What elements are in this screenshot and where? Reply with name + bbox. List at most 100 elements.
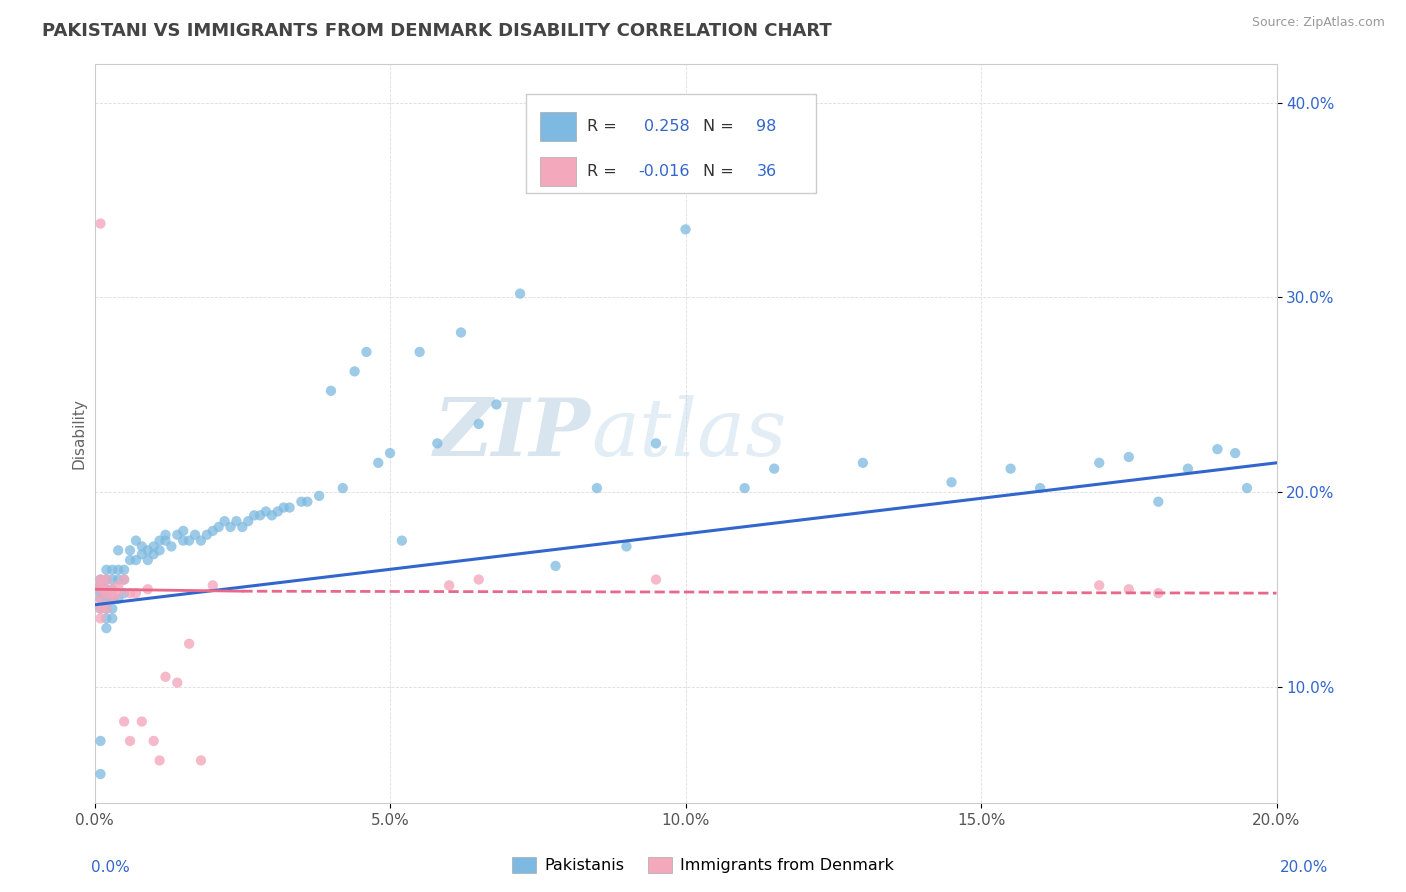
Point: [131, 547, 153, 561]
Point: [297, 494, 319, 508]
Point: [89, 573, 111, 587]
Point: [179, 637, 201, 651]
Point: [172, 524, 194, 538]
Point: [96, 573, 118, 587]
Point: [586, 481, 609, 495]
Point: [118, 543, 141, 558]
Point: [89, 734, 111, 748]
Point: [201, 578, 224, 592]
Point: [332, 481, 354, 495]
Point: [125, 586, 148, 600]
Point: [89, 217, 111, 231]
Point: [1147, 586, 1170, 600]
Point: [645, 436, 668, 450]
Point: [1118, 450, 1140, 464]
Text: atlas: atlas: [591, 395, 786, 473]
Point: [96, 591, 118, 606]
Point: [101, 563, 124, 577]
Text: N =: N =: [703, 119, 734, 134]
Point: [391, 533, 413, 548]
Point: [136, 543, 159, 558]
Point: [89, 578, 111, 592]
Point: [941, 475, 963, 490]
Point: [96, 582, 118, 597]
Point: [89, 582, 111, 597]
Point: [89, 591, 111, 606]
Point: [112, 563, 135, 577]
Point: [155, 528, 177, 542]
Point: [149, 753, 172, 767]
Point: [184, 528, 207, 542]
Point: [278, 500, 301, 515]
Point: [254, 504, 277, 518]
Point: [101, 591, 124, 606]
Point: [437, 578, 460, 592]
Point: [319, 384, 342, 398]
Point: [155, 533, 177, 548]
Point: [142, 734, 165, 748]
Point: [136, 553, 159, 567]
Text: ZIP: ZIP: [434, 395, 591, 473]
Point: [107, 586, 129, 600]
Point: [89, 578, 111, 592]
Point: [485, 397, 508, 411]
Point: [112, 586, 135, 600]
Point: [1223, 446, 1246, 460]
Point: [136, 582, 159, 597]
FancyBboxPatch shape: [540, 157, 575, 186]
Point: [101, 582, 124, 597]
Text: 98: 98: [756, 119, 778, 134]
Point: [1118, 582, 1140, 597]
Point: [155, 670, 177, 684]
Point: [190, 753, 212, 767]
Point: [101, 573, 124, 587]
Point: [101, 586, 124, 600]
Point: [367, 456, 389, 470]
Point: [125, 533, 148, 548]
Text: 36: 36: [756, 164, 776, 179]
Point: [408, 345, 430, 359]
Point: [509, 286, 531, 301]
Point: [267, 504, 290, 518]
Point: [238, 514, 260, 528]
Text: PAKISTANI VS IMMIGRANTS FROM DENMARK DISABILITY CORRELATION CHART: PAKISTANI VS IMMIGRANTS FROM DENMARK DIS…: [42, 22, 832, 40]
Point: [616, 540, 638, 554]
Point: [219, 520, 242, 534]
Point: [208, 520, 231, 534]
Point: [1177, 461, 1199, 475]
Point: [149, 533, 172, 548]
Point: [96, 563, 118, 577]
Point: [645, 573, 668, 587]
Point: [112, 573, 135, 587]
Point: [89, 582, 111, 597]
Point: [763, 461, 786, 475]
Point: [89, 586, 111, 600]
Point: [112, 714, 135, 729]
Point: [101, 591, 124, 606]
Point: [1000, 461, 1022, 475]
Point: [101, 582, 124, 597]
Text: N =: N =: [703, 164, 734, 179]
Point: [179, 533, 201, 548]
Point: [1236, 481, 1258, 495]
Point: [225, 514, 247, 528]
Legend: Pakistanis, Immigrants from Denmark: Pakistanis, Immigrants from Denmark: [506, 850, 900, 880]
Point: [96, 582, 118, 597]
Point: [89, 611, 111, 625]
Point: [231, 520, 253, 534]
Point: [467, 417, 489, 431]
Point: [107, 578, 129, 592]
Point: [118, 553, 141, 567]
Point: [131, 714, 153, 729]
Point: [107, 591, 129, 606]
Point: [243, 508, 266, 523]
Point: [467, 573, 489, 587]
Point: [89, 591, 111, 606]
Point: [107, 543, 129, 558]
Point: [166, 528, 188, 542]
Point: [107, 563, 129, 577]
Point: [1088, 578, 1111, 592]
Point: [190, 533, 212, 548]
Point: [142, 540, 165, 554]
Point: [166, 675, 188, 690]
